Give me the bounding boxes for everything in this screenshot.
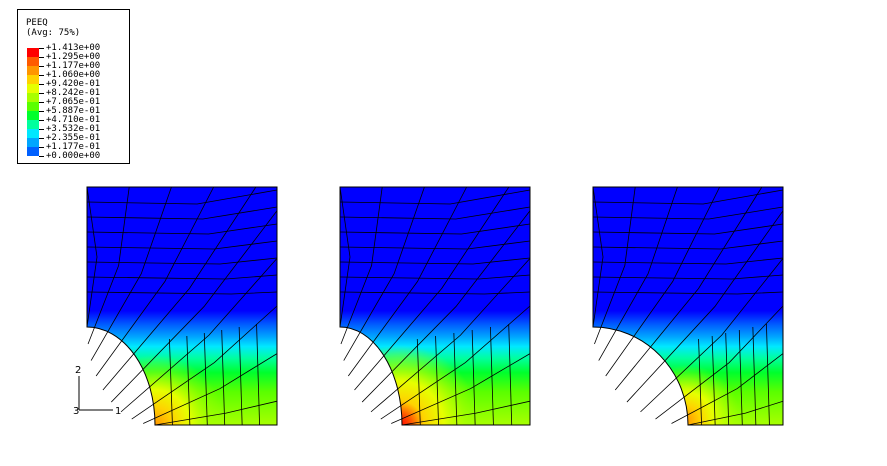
legend-label: +1.060e+00: [46, 70, 101, 80]
mesh-lines: [339, 186, 531, 426]
part-outline: [86, 186, 278, 426]
legend-label: +2.355e-01: [46, 133, 101, 143]
triad-axis-2: 2: [75, 365, 81, 376]
legend-tick: [39, 84, 44, 85]
legend-label: +3.532e-01: [46, 124, 101, 134]
legend-tick: [39, 129, 44, 130]
part-outline: [339, 186, 531, 426]
legend-label: +8.242e-01: [46, 88, 101, 98]
legend-tick: [39, 102, 44, 103]
contour-hotspot: [87, 187, 277, 425]
legend-swatch: [27, 129, 39, 138]
legend-tick: [39, 111, 44, 112]
model-2[interactable]: [339, 186, 531, 426]
legend-title: PEEQ (Avg: 75%): [26, 18, 81, 38]
triad-axis-1: 1: [115, 406, 121, 417]
legend-swatch: [27, 84, 39, 93]
legend-swatch: [27, 147, 39, 156]
legend-tick: [39, 57, 44, 58]
legend-label: +9.420e-01: [46, 79, 101, 89]
legend-label: +5.887e-01: [46, 106, 101, 116]
legend-subtitle: (Avg: 75%): [26, 28, 81, 38]
legend-label: +1.177e-01: [46, 142, 101, 152]
legend-label: +1.413e+00: [46, 43, 101, 53]
legend-label: +7.065e-01: [46, 97, 101, 107]
legend-tick: [39, 48, 44, 49]
legend-swatch: [27, 75, 39, 84]
legend-swatch: [27, 93, 39, 102]
model-1[interactable]: [86, 186, 278, 426]
legend-tick: [39, 75, 44, 76]
legend-tick: [39, 120, 44, 121]
legend-tick: [39, 156, 44, 157]
part-outline: [592, 186, 784, 426]
triad-axis-3: 3: [73, 406, 79, 417]
contour-legend: PEEQ (Avg: 75%) +1.413e+00 +1.295e+00 +1.1…: [17, 9, 130, 164]
legend-label: +0.000e+00: [46, 151, 101, 161]
mesh-lines: [592, 186, 784, 426]
legend-tick: [39, 66, 44, 67]
legend-swatch: [27, 138, 39, 147]
legend-swatch: [27, 102, 39, 111]
contour-hotspot: [340, 187, 530, 425]
coordinate-triad: 2 3 1: [73, 365, 121, 417]
legend-swatch: [27, 57, 39, 66]
legend-label: +4.710e-01: [46, 115, 101, 125]
mesh-lines: [86, 186, 278, 426]
legend-label: +1.177e+00: [46, 61, 101, 71]
legend-swatch: [27, 66, 39, 75]
legend-swatch: [27, 48, 39, 57]
contour-hotspot: [593, 187, 783, 425]
legend-swatch: [27, 111, 39, 120]
legend-tick: [39, 93, 44, 94]
legend-tick: [39, 138, 44, 139]
legend-tick: [39, 147, 44, 148]
model-3[interactable]: [592, 186, 784, 426]
legend-label: +1.295e+00: [46, 52, 101, 62]
legend-swatch: [27, 120, 39, 129]
